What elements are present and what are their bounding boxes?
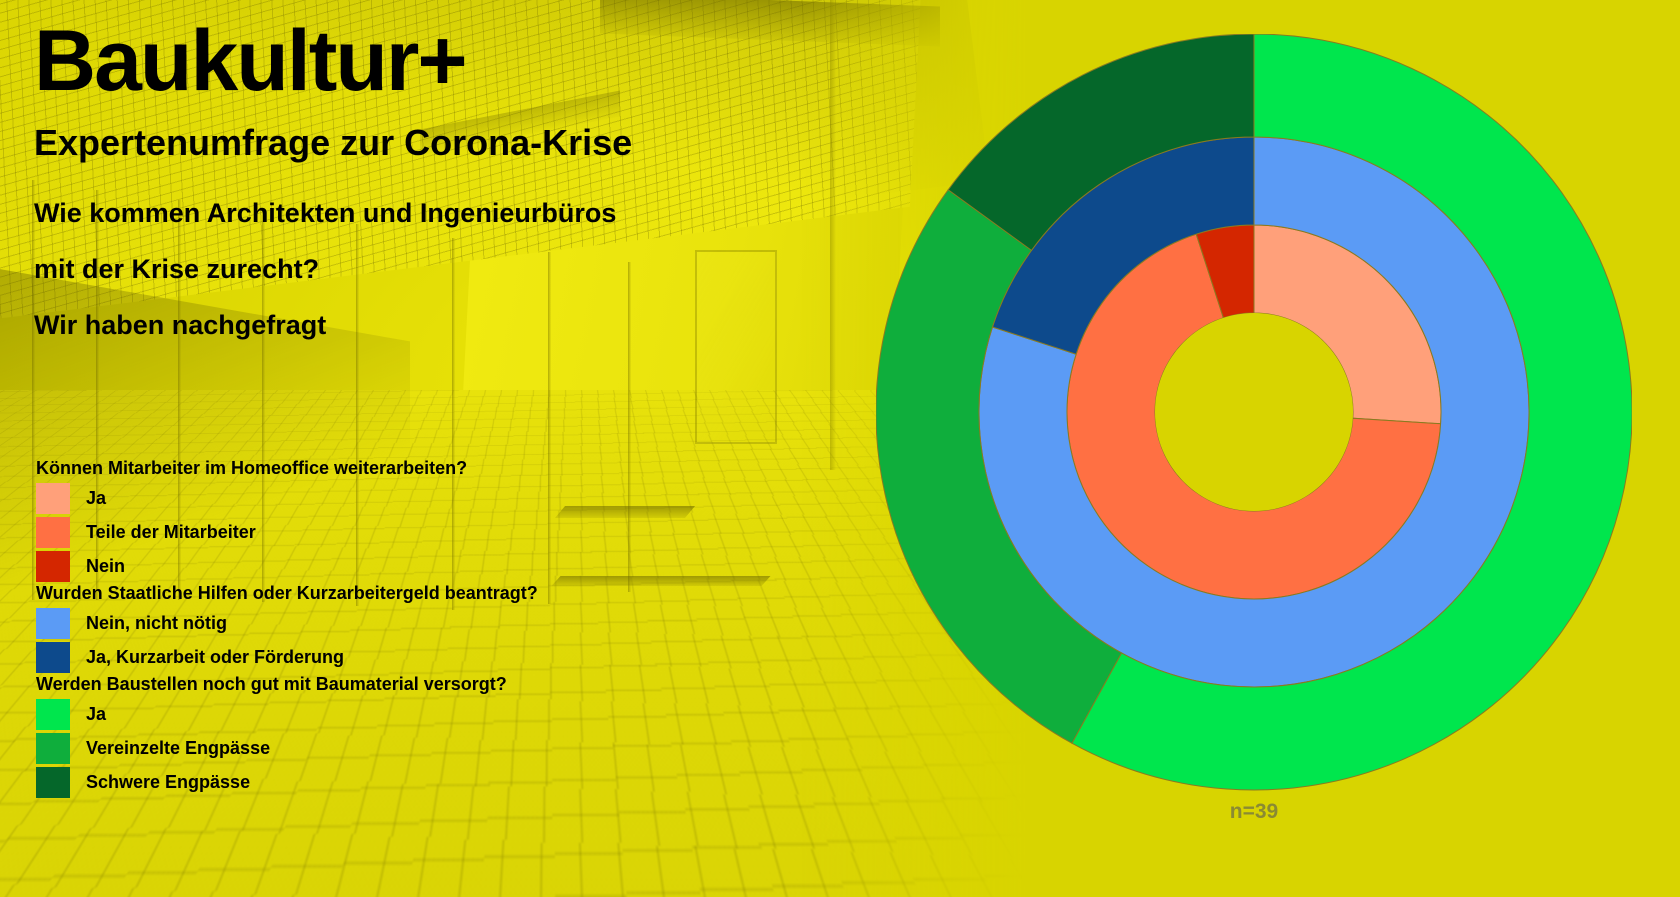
legend-swatch-icon <box>36 642 70 673</box>
legend-item: Nein <box>36 549 538 583</box>
concentric-donut-chart: 58%15%72%18%26%5%69%27%n=39 <box>876 34 1632 790</box>
background-doorway <box>695 250 777 444</box>
legend-swatch-icon <box>36 699 70 730</box>
legend-item-label: Nein, nicht nötig <box>86 613 227 634</box>
legend-item: Ja <box>36 481 538 515</box>
legend-item: Nein, nicht nötig <box>36 606 538 640</box>
legend-group-homeoffice: Können Mitarbeiter im Homeoffice weitera… <box>36 458 538 583</box>
lead-line-2: mit der Krise zurecht? <box>34 256 632 312</box>
legend-question: Können Mitarbeiter im Homeoffice weitera… <box>36 458 538 479</box>
legend-item-label: Ja <box>86 488 106 509</box>
legend-item-label: Vereinzelte Engpässe <box>86 738 270 759</box>
background-floor-slab <box>555 506 695 518</box>
legend-question: Werden Baustellen noch gut mit Baumateri… <box>36 674 538 695</box>
legend-item: Schwere Engpässe <box>36 765 538 799</box>
lead-paragraph: Wie kommen Architekten und Ingenieurbüro… <box>34 164 632 368</box>
donut-chart-svg: 58%15%72%18%26%5%69%27%n=39 <box>876 34 1632 894</box>
chart-legend: Können Mitarbeiter im Homeoffice weitera… <box>36 458 538 799</box>
page-title: Baukultur+ <box>34 0 632 104</box>
legend-item-label: Schwere Engpässe <box>86 772 250 793</box>
page-subtitle: Expertenumfrage zur Corona-Krise <box>34 104 632 164</box>
donut-center-hole <box>1155 313 1353 511</box>
legend-group-staatliche-hilfen: Wurden Staatliche Hilfen oder Kurzarbeit… <box>36 583 538 674</box>
legend-swatch-icon <box>36 517 70 548</box>
legend-swatch-icon <box>36 733 70 764</box>
legend-question: Wurden Staatliche Hilfen oder Kurzarbeit… <box>36 583 538 604</box>
sample-size-label: n=39 <box>1230 800 1278 823</box>
lead-line-1: Wie kommen Architekten und Ingenieurbüro… <box>34 200 632 256</box>
legend-item: Teile der Mitarbeiter <box>36 515 538 549</box>
legend-swatch-icon <box>36 767 70 798</box>
headline-block: Baukultur+ Expertenumfrage zur Corona-Kr… <box>34 0 632 368</box>
legend-swatch-icon <box>36 483 70 514</box>
legend-swatch-icon <box>36 551 70 582</box>
lead-line-3: Wir haben nachgefragt <box>34 312 632 368</box>
legend-item-label: Teile der Mitarbeiter <box>86 522 256 543</box>
legend-item: Ja <box>36 697 538 731</box>
legend-swatch-icon <box>36 608 70 639</box>
legend-item: Ja, Kurzarbeit oder Förderung <box>36 640 538 674</box>
legend-item-label: Ja <box>86 704 106 725</box>
background-floor-slab <box>551 576 770 586</box>
infographic-poster: Baukultur+ Expertenumfrage zur Corona-Kr… <box>0 0 1680 897</box>
legend-item-label: Nein <box>86 556 125 577</box>
legend-item-label: Ja, Kurzarbeit oder Förderung <box>86 647 344 668</box>
legend-item: Vereinzelte Engpässe <box>36 731 538 765</box>
legend-group-baumaterial: Werden Baustellen noch gut mit Baumateri… <box>36 674 538 799</box>
